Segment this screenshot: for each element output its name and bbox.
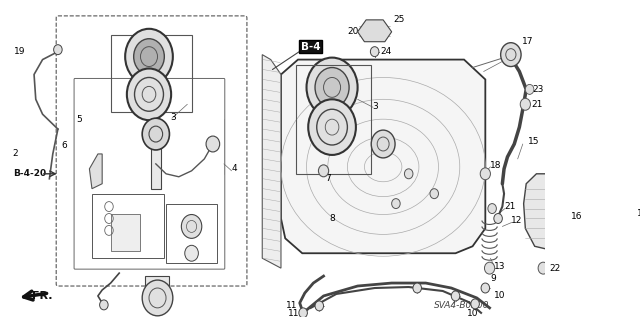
- Circle shape: [404, 169, 413, 179]
- Circle shape: [307, 58, 358, 117]
- Text: 4: 4: [232, 164, 237, 173]
- Text: 3: 3: [372, 102, 378, 111]
- Circle shape: [181, 214, 202, 238]
- Text: 12: 12: [511, 216, 522, 225]
- Circle shape: [142, 118, 170, 150]
- Circle shape: [371, 47, 379, 56]
- Bar: [92, 194, 164, 258]
- Text: FR.: FR.: [33, 291, 53, 301]
- Text: SVA4-B0300: SVA4-B0300: [434, 301, 490, 310]
- Circle shape: [451, 291, 460, 301]
- Circle shape: [127, 69, 171, 120]
- Text: 15: 15: [528, 137, 540, 145]
- Text: 1: 1: [506, 53, 511, 62]
- Polygon shape: [281, 60, 485, 253]
- Text: 16: 16: [570, 212, 582, 221]
- Circle shape: [54, 45, 62, 55]
- Text: 11: 11: [286, 301, 298, 310]
- Text: 23: 23: [532, 85, 543, 94]
- Text: 10: 10: [494, 292, 506, 300]
- Bar: [111, 35, 191, 112]
- Circle shape: [520, 98, 531, 110]
- Bar: [111, 213, 141, 251]
- Circle shape: [488, 204, 497, 213]
- Text: 5: 5: [77, 115, 83, 124]
- Bar: [166, 204, 217, 263]
- Circle shape: [538, 262, 548, 274]
- Text: 18: 18: [490, 161, 501, 170]
- Circle shape: [185, 245, 198, 261]
- Circle shape: [299, 308, 307, 318]
- Text: B-4-20: B-4-20: [13, 169, 46, 178]
- Text: 21: 21: [531, 100, 543, 109]
- Polygon shape: [262, 55, 281, 268]
- Text: 20: 20: [348, 27, 359, 36]
- Bar: [150, 134, 161, 189]
- Circle shape: [494, 213, 502, 223]
- Circle shape: [315, 68, 349, 107]
- Circle shape: [413, 283, 422, 293]
- Text: 22: 22: [549, 263, 561, 273]
- Text: 3: 3: [170, 113, 176, 122]
- Bar: [145, 276, 168, 298]
- Text: 13: 13: [494, 262, 506, 271]
- Circle shape: [481, 283, 490, 293]
- Circle shape: [308, 99, 356, 155]
- Text: B-4: B-4: [301, 42, 321, 52]
- Circle shape: [206, 136, 220, 152]
- Circle shape: [525, 85, 534, 94]
- Circle shape: [471, 299, 479, 309]
- Circle shape: [480, 168, 490, 180]
- Circle shape: [500, 43, 521, 67]
- Circle shape: [430, 189, 438, 199]
- Circle shape: [319, 165, 329, 177]
- Circle shape: [484, 262, 495, 274]
- Circle shape: [371, 130, 395, 158]
- Polygon shape: [524, 174, 569, 250]
- Text: 10: 10: [467, 309, 478, 318]
- Text: 7: 7: [325, 174, 331, 183]
- Text: 24: 24: [381, 47, 392, 56]
- Text: 9: 9: [490, 274, 496, 283]
- Text: 6: 6: [61, 142, 67, 151]
- Text: 17: 17: [522, 37, 533, 46]
- Circle shape: [392, 199, 400, 209]
- Bar: [296, 64, 371, 174]
- Text: 11: 11: [288, 309, 300, 318]
- Text: 25: 25: [394, 15, 404, 24]
- Text: 2: 2: [12, 149, 17, 159]
- Circle shape: [125, 29, 173, 85]
- Circle shape: [142, 280, 173, 316]
- Polygon shape: [90, 154, 102, 189]
- Text: 21: 21: [504, 202, 515, 211]
- Circle shape: [100, 300, 108, 310]
- Circle shape: [134, 39, 164, 74]
- Text: 19: 19: [13, 47, 25, 56]
- Polygon shape: [358, 20, 392, 42]
- Text: 8: 8: [330, 214, 335, 223]
- Text: 14: 14: [637, 209, 640, 218]
- Circle shape: [315, 301, 324, 311]
